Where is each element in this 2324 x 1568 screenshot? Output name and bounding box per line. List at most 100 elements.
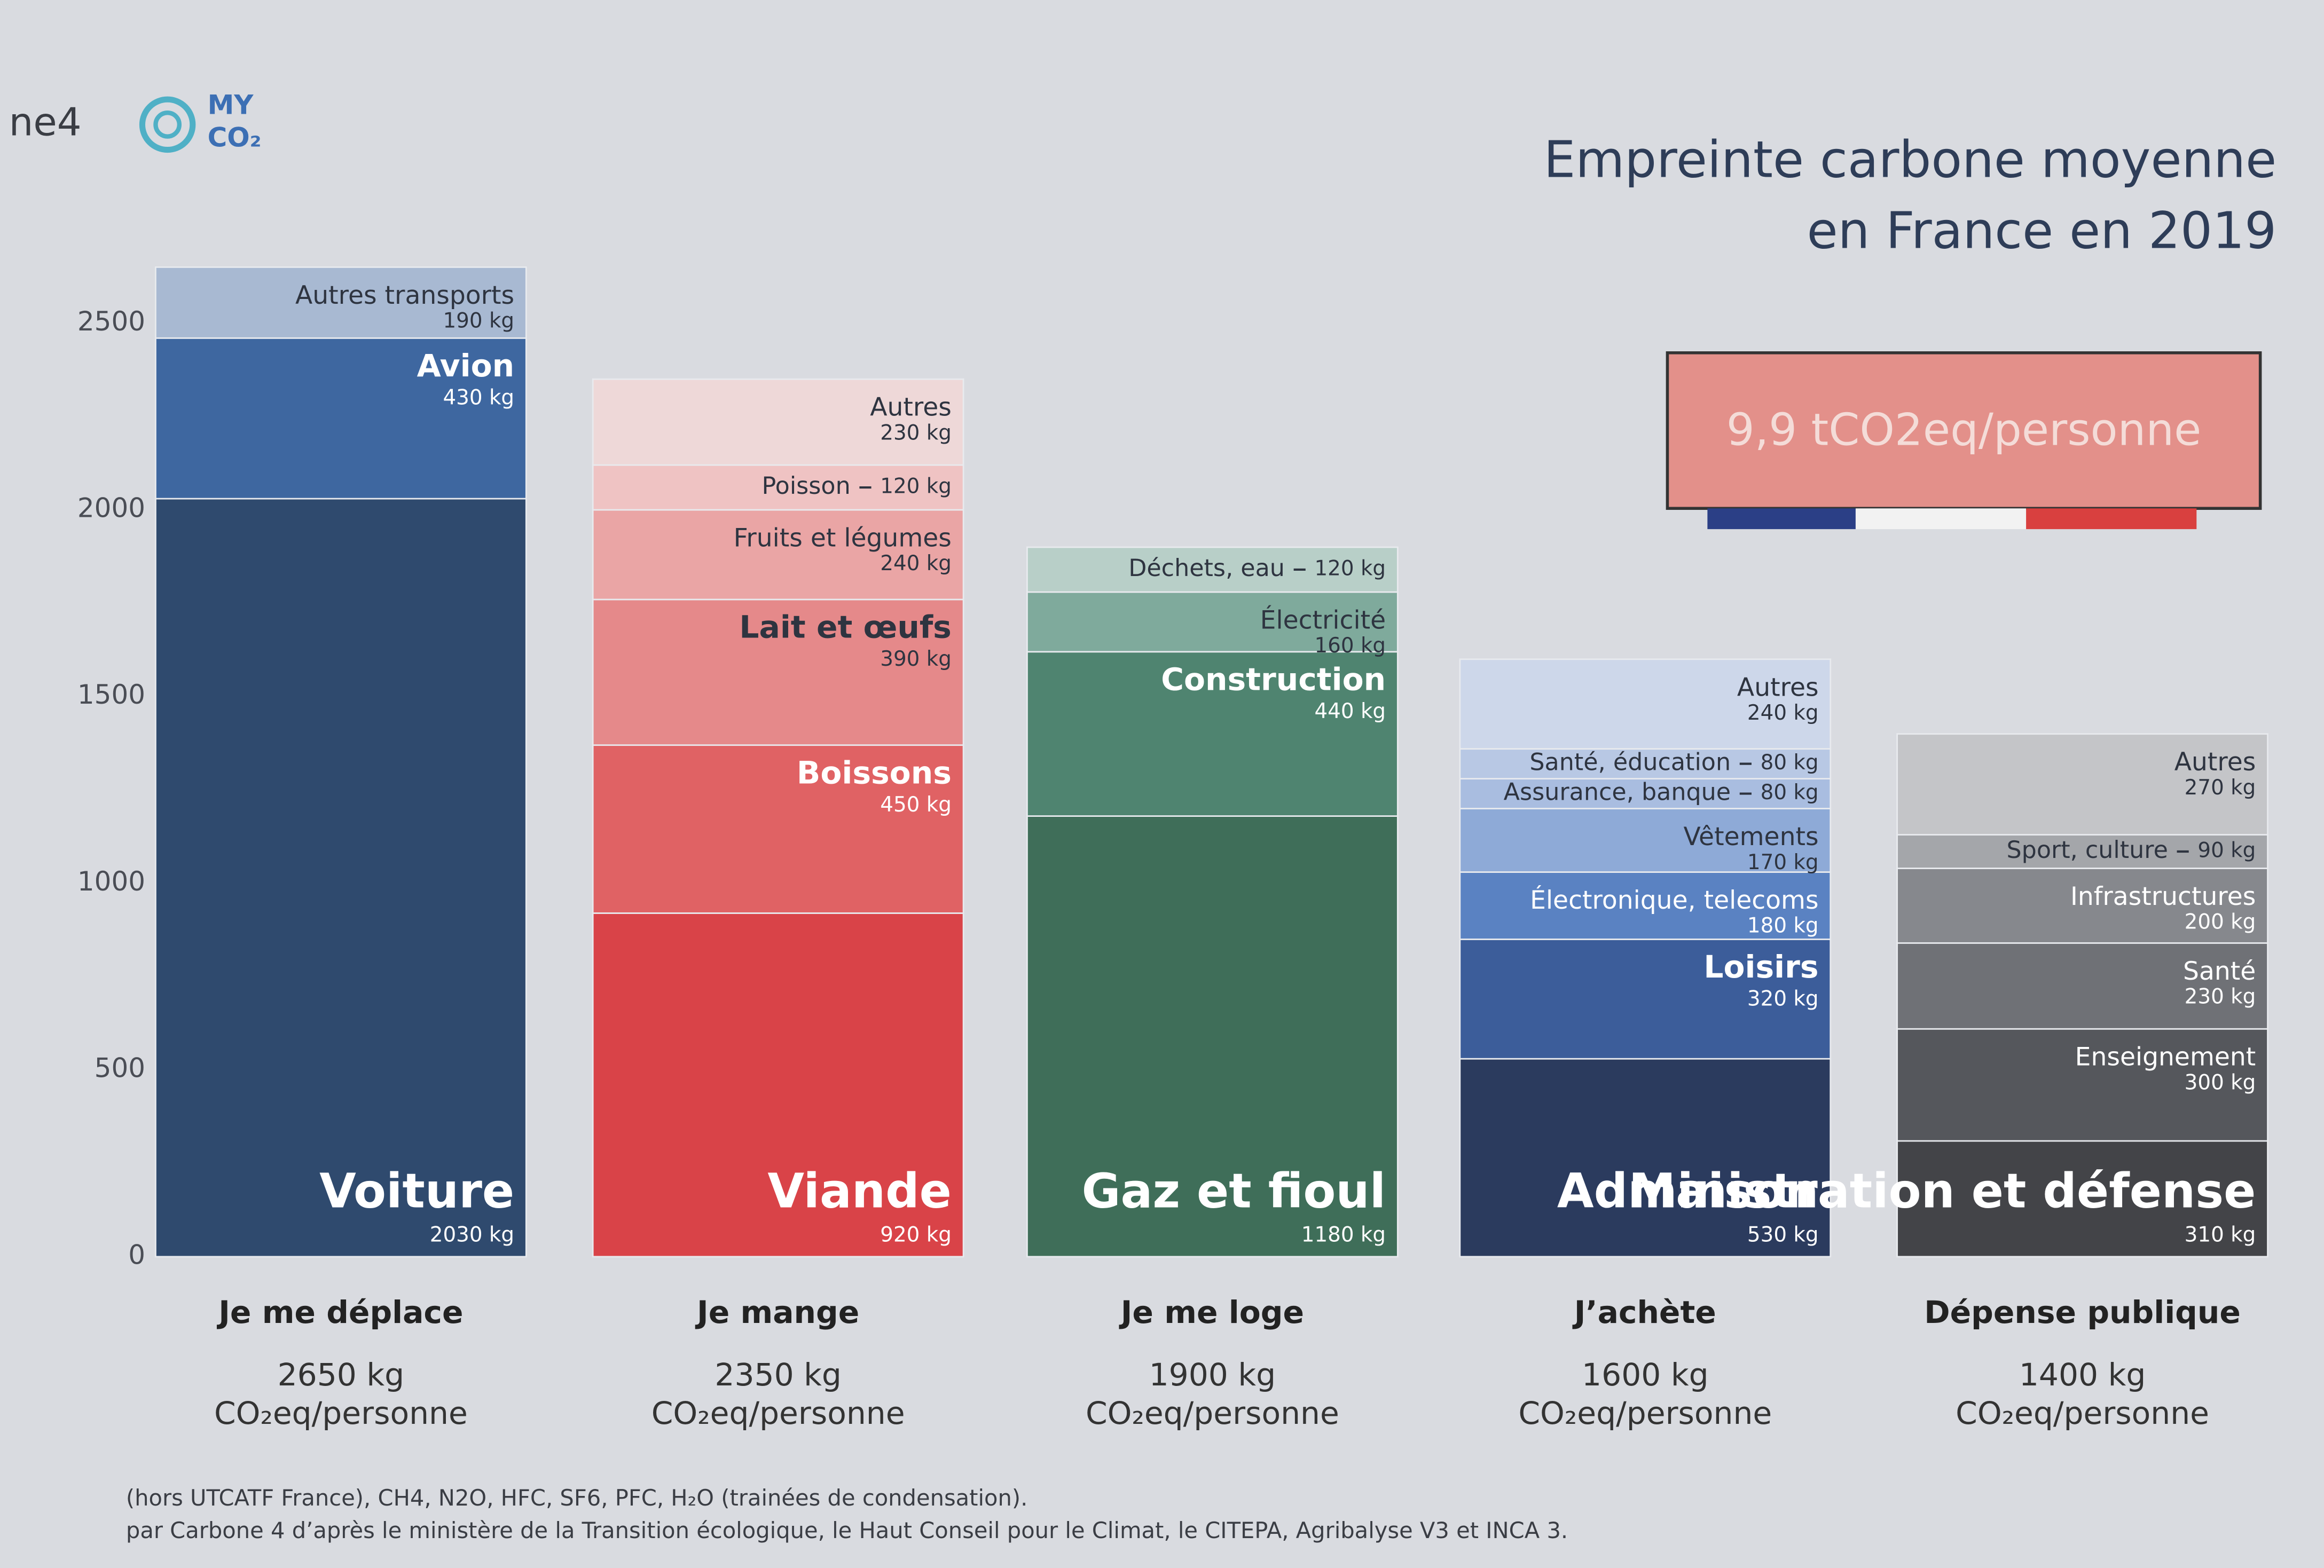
segment-label: Lait et œufs [739,609,951,645]
segment-label: Infrastructures [2070,882,2256,911]
segment-label: Poisson [761,472,850,500]
y-tick-label: 1500 [77,679,145,710]
brand-text: ne4 [9,100,82,145]
category-total: 2350 kg [715,1357,842,1393]
bar-segment [592,509,964,601]
segment-label: Santé [2183,957,2256,986]
segment-label: Électricité [1260,604,1386,635]
bar-segment [592,912,964,1258]
segment-label: Autres transports [295,281,514,310]
category-total: 1400 kg [2019,1357,2146,1393]
segment-value: 120 kg [1314,556,1386,580]
segment-value: 390 kg [880,647,952,671]
bar-segment [1896,868,2268,944]
category-label: J’achète [1572,1294,1716,1330]
segment-value: 90 kg [2197,839,2256,863]
logo-ring [139,96,196,153]
category-unit: CO₂eq/personne [1086,1395,1339,1431]
segment-label: Électronique, telecoms [1530,885,1818,915]
category-unit: CO₂eq/personne [651,1395,905,1431]
segment-value: 180 kg [1747,914,1819,938]
bar-segment [1896,942,2268,1030]
logo-ring-inner [153,111,182,139]
segment-value: 440 kg [1314,699,1386,723]
segment-label: Autres [870,393,952,422]
bar-segment [1896,834,2268,869]
bar-segment [155,266,527,339]
segment-value: 120 kg [880,475,952,499]
segment-value: 2030 kg [430,1223,514,1247]
y-tick-label: 2500 [77,306,145,337]
badge [1666,351,2262,510]
category-unit: CO₂eq/personne [1518,1395,1772,1431]
category-unit: CO₂eq/personne [214,1395,468,1431]
category-label: Je me déplace [216,1294,463,1330]
bar-segment [1026,546,1399,593]
segment-value: 240 kg [880,551,952,576]
bar-segment [1459,808,1832,873]
segment-value: 530 kg [1747,1223,1819,1247]
segment-label: Construction [1161,661,1386,697]
category-total: 1600 kg [1582,1357,1709,1393]
footnote: (hors UTCATF France), CH4, N2O, HFC, SF6… [126,1485,1027,1511]
y-tick-label: 500 [95,1053,145,1084]
y-tick-label: 0 [128,1239,145,1270]
segment-label: Vêtements [1683,822,1818,852]
bar-segment [1896,1028,2268,1142]
segment-label: Voiture [319,1164,514,1219]
category-label: Dépense publique [1924,1294,2241,1330]
segment-value: 160 kg [1314,634,1386,658]
bar-segment [592,378,964,466]
bar-segment [1459,938,1832,1060]
footnote: par Carbone 4 d’après le ministère de la… [126,1517,1568,1543]
logo-text: MY [208,90,254,121]
segment-label: Gaz et fioul [1082,1164,1386,1219]
bar-segment [1459,658,1832,750]
segment-value: 230 kg [880,421,952,445]
bar-segment [1026,815,1399,1258]
y-tick-label: 2000 [77,493,145,524]
segment-value: 270 kg [2185,776,2256,800]
bar-segment [1026,591,1399,653]
title: en France en 2019 [1807,202,2277,261]
segment-label: Autres [1737,673,1819,702]
segment-value: 450 kg [880,793,952,817]
category-unit: CO₂eq/personne [1956,1395,2209,1431]
bar-segment [592,744,964,914]
segment-label: Autres [2174,747,2256,777]
segment-label: Santé, éducation [1529,749,1731,776]
bar-segment [1459,778,1832,809]
segment-label: Viande [767,1164,952,1219]
flag-red [2026,508,2197,530]
segment-value: 320 kg [1747,987,1819,1011]
segment-value: 190 kg [443,309,514,333]
title: Empreinte carbone moyenne [1544,130,2276,189]
segment-value: 80 kg [1761,781,1819,805]
segment-label: Sport, culture [2006,837,2168,864]
segment-label: Administration et défense [1557,1164,2256,1219]
bar-segment [155,498,527,1258]
segment-label: Maison [1629,1164,1819,1219]
category-total: 2650 kg [278,1357,405,1393]
segment-value: 430 kg [443,386,514,410]
category-total: 1900 kg [1149,1357,1276,1393]
segment-value: 310 kg [2185,1223,2256,1247]
category-label: Je me loge [1119,1294,1304,1330]
bar-segment [1896,733,2268,836]
segment-label: Enseignement [2075,1043,2256,1072]
y-tick-label: 1000 [77,866,145,897]
segment-value: 80 kg [1761,751,1819,775]
bar-segment [592,464,964,511]
category-label: Je mange [695,1294,859,1330]
segment-label: Fruits et légumes [734,524,952,553]
segment-value: 1180 kg [1301,1223,1386,1247]
bar-segment [1459,871,1832,940]
logo-text: CO₂ [208,122,262,153]
bar-segment [1026,651,1399,817]
flag-blue [1707,508,1856,530]
segment-label: Boissons [797,754,952,791]
segment-value: 200 kg [2185,910,2256,934]
segment-value: 170 kg [1747,850,1819,874]
